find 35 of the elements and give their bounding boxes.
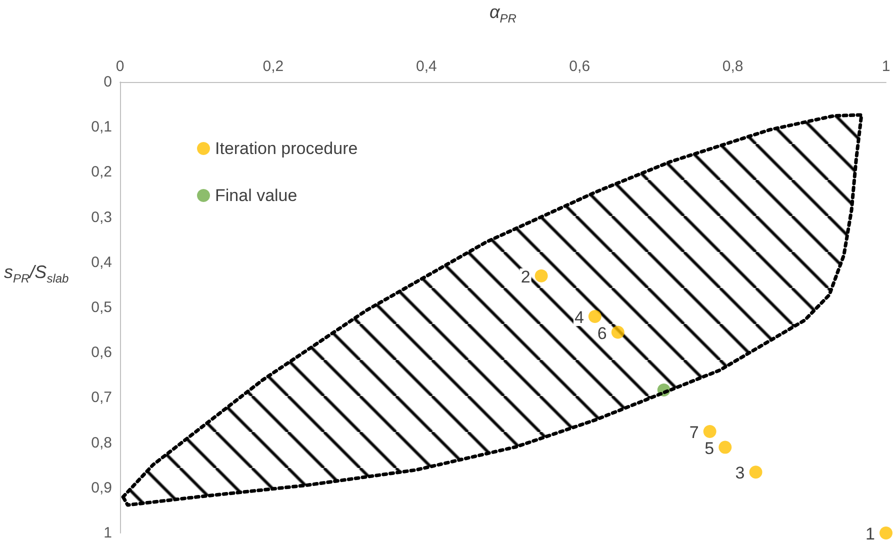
y-tick-label: 1	[104, 524, 112, 542]
legend-label: Final value	[215, 186, 298, 205]
annotation: 4	[574, 308, 584, 328]
annotation: 5	[704, 438, 714, 458]
annotation: 2	[520, 267, 530, 286]
y-tick-label: 0	[104, 74, 112, 90]
x-tick-label: 1	[882, 58, 890, 75]
annotation: 6	[597, 324, 607, 343]
point	[880, 526, 892, 540]
x-tick-label: 0,2	[262, 58, 284, 75]
y-tick-label: 0,3	[91, 208, 112, 226]
x-tick-label: 0,8	[722, 58, 744, 75]
x-tick-label: 0	[116, 58, 124, 75]
annotation: 7	[689, 423, 699, 442]
y-tick-label: 0,7	[91, 389, 112, 406]
y-tick-label: 0,9	[91, 479, 112, 496]
annotation: 1	[866, 524, 875, 544]
y-tick-label: 0,5	[91, 299, 112, 316]
point	[611, 326, 624, 339]
y-tick-label: 0,2	[91, 164, 112, 181]
x-tick-label: 0,6	[569, 58, 590, 75]
point	[588, 310, 602, 324]
annotation: 3	[735, 464, 745, 483]
y-tick-label: 0,8	[91, 434, 112, 452]
x-axis-title: α$_{PR}$	[490, 2, 516, 26]
y-axis-title: s$_{PR}$/S$_{slab}$	[4, 262, 69, 286]
y-tick-label: 0,1	[91, 118, 112, 136]
point	[718, 440, 732, 454]
x-tick-label: 0,4	[416, 58, 437, 75]
y-tick-label: 0,4	[91, 254, 112, 271]
point	[703, 425, 716, 438]
y-tick-label: 0,6	[91, 344, 112, 362]
point	[749, 466, 762, 479]
legend-label: Iteration procedure	[215, 139, 358, 158]
point	[534, 269, 548, 282]
